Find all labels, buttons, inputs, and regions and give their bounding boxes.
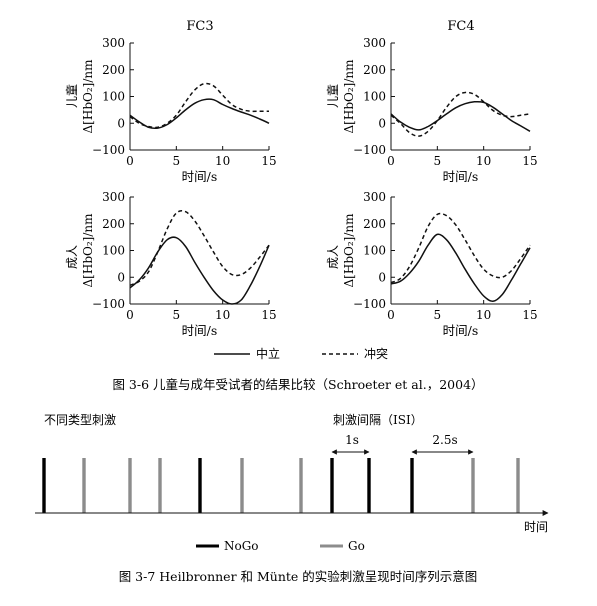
row-label-child-right: 儿童 xyxy=(325,84,340,108)
time-axis-label: 时间 xyxy=(524,520,548,534)
y-tick-label: −100 xyxy=(92,143,125,157)
y-tick-label: −100 xyxy=(353,297,386,311)
row-label-adult: 成人 xyxy=(65,245,79,269)
y-tick-label: 300 xyxy=(363,190,386,204)
x-tick-label: 15 xyxy=(261,154,276,168)
series-line-neutral xyxy=(129,98,270,130)
y-tick-label: 200 xyxy=(363,63,386,77)
series-line-neutral xyxy=(390,100,531,132)
x-tick-label: 10 xyxy=(476,154,491,168)
series-line-conflict xyxy=(390,91,531,137)
legend-conflict-label: 冲突 xyxy=(364,346,388,361)
x-tick-label: 10 xyxy=(215,308,230,322)
y-tick-label: 0 xyxy=(378,116,386,130)
x-tick-label: 15 xyxy=(522,154,537,168)
series-line-conflict xyxy=(390,212,531,284)
y-axis-label: Δ[HbO₂]/nm xyxy=(81,213,95,288)
y-axis-label: Δ[HbO₂]/nm xyxy=(81,59,95,134)
y-tick-label: 200 xyxy=(363,217,386,231)
y-tick-label: 100 xyxy=(363,244,386,258)
x-tick-label: 0 xyxy=(387,308,395,322)
y-tick-label: −100 xyxy=(353,143,386,157)
x-tick-label: 0 xyxy=(126,308,134,322)
legend-neutral-label: 中立 xyxy=(256,346,280,361)
y-tick-label: 100 xyxy=(363,90,386,104)
caption-figure-3-6: 图 3-6 儿童与成年受试者的结果比较（Schroeter et al.，200… xyxy=(112,377,483,392)
legend-fig-3-7: NoGo Go xyxy=(196,539,365,553)
y-axis-label: Δ[HbO₂]/nm xyxy=(342,213,356,288)
x-tick-label: 5 xyxy=(173,154,181,168)
y-tick-label: 300 xyxy=(102,36,125,50)
series-line-conflict xyxy=(129,82,269,129)
caption-figure-3-7: 图 3-7 Heilbronner 和 Münte 的实验刺激呈现时间序列示意图 xyxy=(119,569,478,584)
x-axis-label: 时间/s xyxy=(182,323,218,338)
column-title-fc3: FC3 xyxy=(186,19,213,34)
series-line-conflict xyxy=(129,210,270,286)
legend-go-label: Go xyxy=(348,539,365,553)
interval-1s-label: 1s xyxy=(345,433,359,447)
y-tick-label: 300 xyxy=(363,36,386,50)
interval-2-5s-label: 2.5s xyxy=(432,433,457,447)
y-tick-label: 0 xyxy=(378,270,386,284)
x-tick-label: 5 xyxy=(434,308,442,322)
column-title-fc4: FC4 xyxy=(447,19,474,34)
interval-2-5s-annotation: 2.5s xyxy=(411,433,474,455)
row-label-child: 儿童 xyxy=(64,84,79,108)
y-axis-label: Δ[HbO₂]/nm xyxy=(342,59,356,134)
series-line-neutral xyxy=(390,233,531,303)
label-stimulus-types: 不同类型刺激 xyxy=(44,413,116,427)
legend-fig-3-6: 中立 冲突 xyxy=(214,346,388,361)
y-tick-label: 200 xyxy=(102,217,125,231)
stimulus-sequence xyxy=(42,458,520,513)
y-tick-label: 100 xyxy=(102,244,125,258)
interval-1s-annotation: 1s xyxy=(331,433,370,455)
y-tick-label: 100 xyxy=(102,90,125,104)
x-tick-label: 5 xyxy=(173,308,181,322)
x-tick-label: 10 xyxy=(215,154,230,168)
y-tick-label: 0 xyxy=(117,270,125,284)
y-tick-label: −100 xyxy=(92,297,125,311)
x-tick-label: 15 xyxy=(261,308,276,322)
y-tick-label: 200 xyxy=(102,63,125,77)
y-tick-label: 0 xyxy=(117,116,125,130)
x-axis-label: 时间/s xyxy=(182,169,218,184)
label-isi: 刺激间隔（ISI） xyxy=(333,413,423,427)
x-tick-label: 5 xyxy=(434,154,442,168)
x-axis-label: 时间/s xyxy=(443,323,479,338)
x-tick-label: 0 xyxy=(387,154,395,168)
row-label-adult-right: 成人 xyxy=(326,245,340,269)
x-tick-label: 10 xyxy=(476,308,491,322)
legend-nogo-label: NoGo xyxy=(224,539,259,553)
x-tick-label: 15 xyxy=(522,308,537,322)
x-tick-label: 0 xyxy=(126,154,134,168)
y-tick-label: 300 xyxy=(102,190,125,204)
series-line-neutral xyxy=(129,236,270,305)
x-axis-label: 时间/s xyxy=(443,169,479,184)
